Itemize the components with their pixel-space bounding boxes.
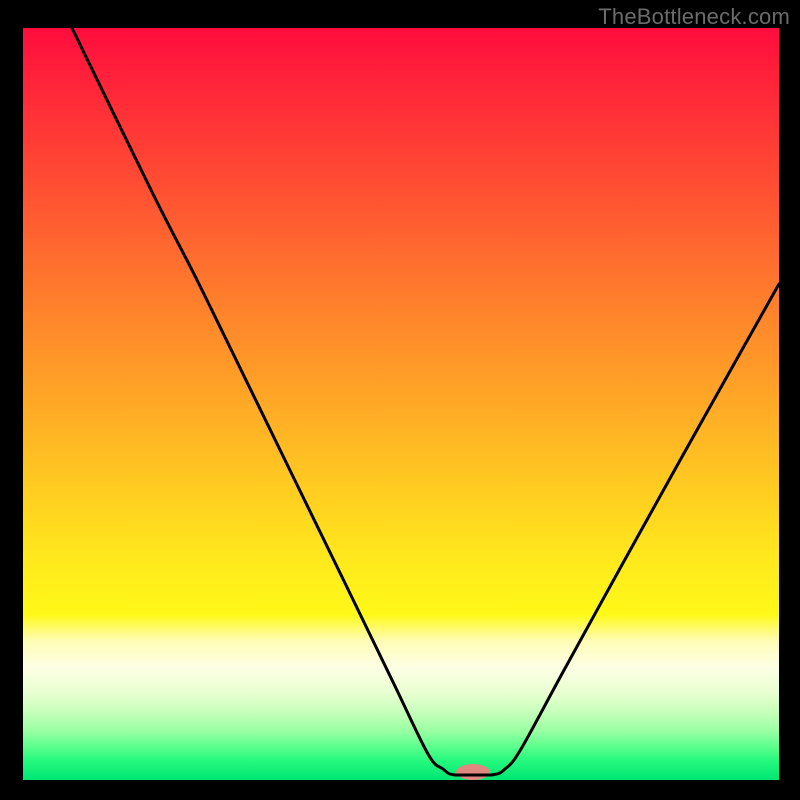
watermark-text: TheBottleneck.com [598,4,790,30]
chart-frame: TheBottleneck.com [0,0,800,800]
plot-area [23,28,779,780]
gradient-background [23,28,779,780]
chart-svg [23,28,779,780]
minimum-marker [456,764,490,780]
